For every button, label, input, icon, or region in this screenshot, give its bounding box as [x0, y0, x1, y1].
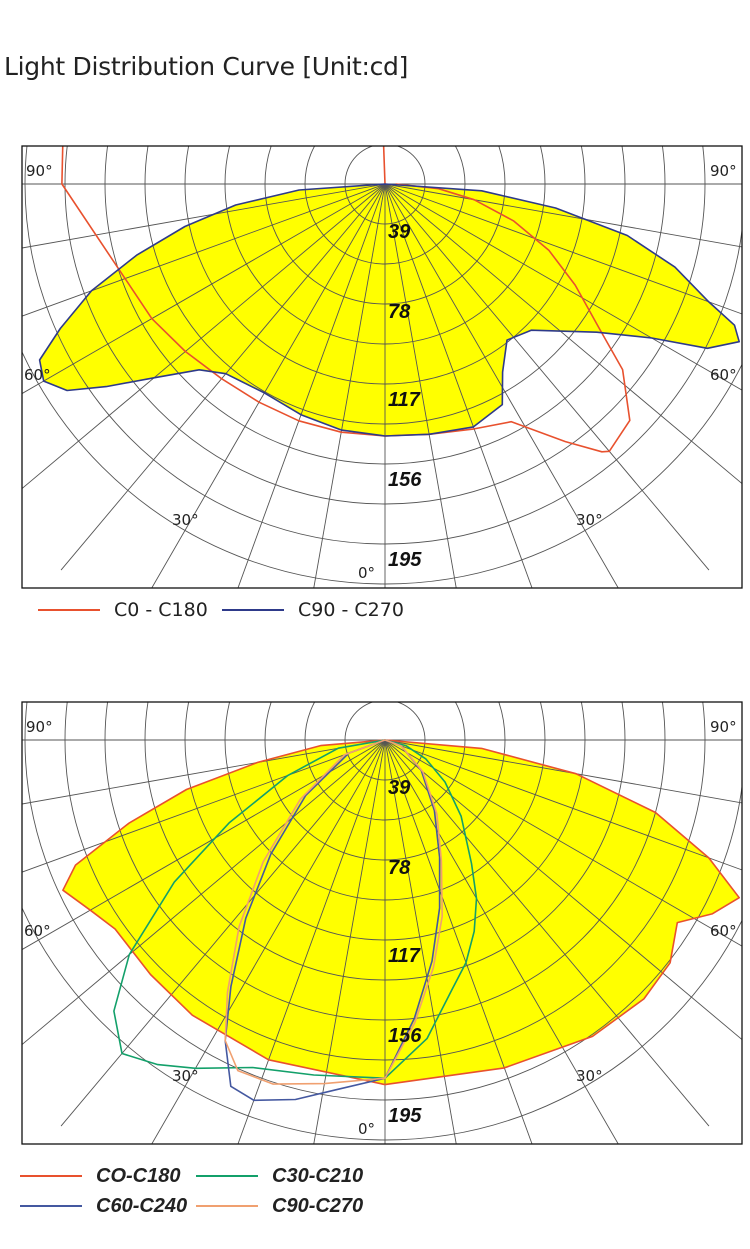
legend-line-c0-c180 — [38, 609, 100, 611]
grid-spoke — [237, 739, 386, 1144]
legend-line-c90-c270 — [222, 609, 284, 611]
grid-spoke — [384, 739, 533, 1144]
grid-spoke — [384, 739, 619, 1144]
grid-spoke — [151, 739, 386, 1144]
grid-spoke — [384, 183, 742, 248]
radial-tick-label: 39 — [388, 221, 411, 243]
grid-spoke — [384, 739, 742, 1041]
radial-tick-label: 78 — [388, 857, 411, 879]
polar-chart-2: 39 78 117 156 195 90° 90° 60° 60° 30° 30° 0° — [21, 701, 743, 1145]
series-curve-c60-c240 — [224, 739, 441, 1102]
angle-label: 90° — [26, 162, 53, 180]
page-title: Light Distribution Curve [Unit:cd] — [4, 52, 409, 81]
chart-frame — [21, 701, 743, 1145]
grid-spoke — [22, 739, 386, 951]
legend-line-c30-c210 — [196, 1175, 258, 1177]
angle-label: 60° — [710, 366, 737, 384]
grid-spoke — [384, 739, 457, 1144]
angle-label: 90° — [710, 162, 737, 180]
angle-label: 60° — [24, 922, 51, 940]
legend-item-c90-c270-b: C90-C270 — [196, 1193, 363, 1219]
series-curve-c0-c180 — [61, 146, 631, 453]
legend-item-c90-c270: C90 - C270 — [222, 598, 404, 622]
radial-tick-label: 39 — [388, 777, 411, 799]
legend-line-c60-c240 — [20, 1205, 82, 1207]
angle-label: 30° — [172, 1067, 199, 1085]
grid-spoke — [22, 183, 386, 249]
grid-spoke — [313, 739, 386, 1144]
legend-label-c90-c270: C90 - C270 — [298, 599, 404, 621]
legend-label-c90-c270-b: C90-C270 — [272, 1194, 364, 1217]
radial-tick-label: 195 — [388, 549, 422, 571]
grid-spoke — [384, 739, 742, 804]
legend-item-c60-c240: C60-C240 — [20, 1193, 187, 1219]
grid-spoke — [384, 183, 742, 315]
legend-item-c30-c210: C30-C210 — [196, 1163, 363, 1189]
grid-spoke — [384, 183, 619, 588]
angle-label: 30° — [576, 1067, 603, 1085]
angle-label: 90° — [26, 718, 53, 736]
light-fill-area — [62, 740, 740, 1085]
legend-label-co-c180: CO-C180 — [96, 1164, 181, 1187]
legend-item-co-c180: CO-C180 — [20, 1163, 180, 1189]
series-curve-c90-c270 — [224, 739, 443, 1085]
grid-spoke — [384, 183, 457, 588]
radial-tick-label: 156 — [388, 1025, 422, 1047]
grid-spoke — [384, 183, 742, 391]
series-curve-co-c180 — [62, 739, 740, 1086]
angle-label: 0° — [358, 564, 375, 582]
grid-spoke — [384, 739, 710, 1127]
grid-spoke — [60, 183, 386, 571]
radial-tick-label: 117 — [388, 945, 421, 967]
grid-spoke — [384, 183, 742, 485]
grid-spoke — [384, 183, 533, 588]
legend-label-c30-c210: C30-C210 — [272, 1164, 364, 1187]
grid-spoke — [22, 739, 386, 805]
grid-spoke — [22, 739, 386, 1046]
legend-item-c0-c180: C0 - C180 — [38, 598, 208, 622]
polar-chart-1: 39 78 117 156 195 90° 90° 60° 60° 30° 30° 0° — [21, 145, 743, 589]
angle-label: 60° — [24, 366, 51, 384]
grid-spoke — [384, 739, 742, 871]
angle-label: 60° — [710, 922, 737, 940]
legend-line-c90-c270-b — [196, 1205, 258, 1207]
legend-label-c0-c180: C0 - C180 — [114, 599, 208, 621]
radial-tick-label: 156 — [388, 469, 422, 491]
angle-label: 90° — [710, 718, 737, 736]
plot-area — [22, 146, 742, 588]
grid-spoke — [384, 739, 742, 947]
radial-tick-label: 117 — [388, 389, 421, 411]
grid-spoke — [60, 739, 386, 1127]
radial-tick-label: 78 — [388, 301, 411, 323]
grid-spoke — [22, 183, 386, 395]
legend-line-co-c180 — [20, 1175, 82, 1177]
radial-tick-label: 195 — [388, 1105, 422, 1127]
legend-label-c60-c240: C60-C240 — [96, 1194, 188, 1217]
grid-spoke — [22, 183, 386, 317]
angle-label: 30° — [576, 511, 603, 529]
grid-spoke — [22, 183, 386, 490]
chart-frame — [21, 145, 743, 589]
angle-label: 30° — [172, 511, 199, 529]
series-curve-c90-c270 — [38, 183, 740, 437]
angle-label: 0° — [358, 1120, 375, 1138]
series-curve-c30-c210 — [113, 739, 478, 1079]
grid-spoke — [22, 739, 386, 873]
light-fill-area — [39, 184, 740, 436]
grid-spoke — [384, 183, 710, 571]
plot-area — [22, 702, 742, 1144]
